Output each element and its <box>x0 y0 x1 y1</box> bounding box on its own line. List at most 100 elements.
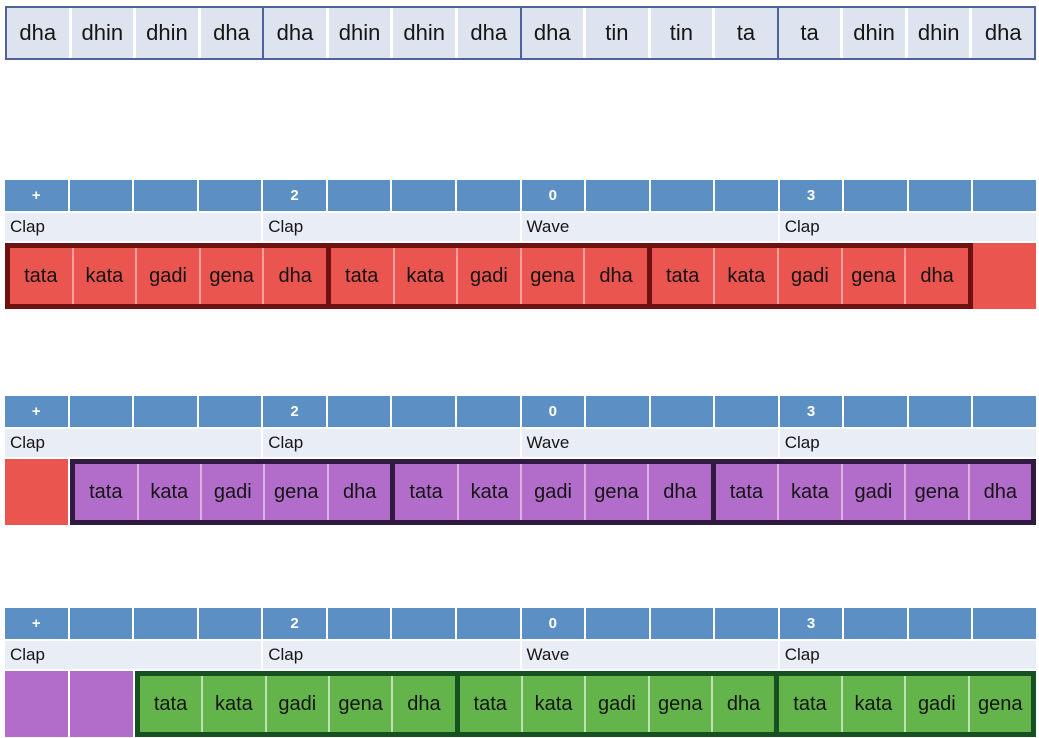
beat-marker-cell: 2 <box>263 608 326 639</box>
syllable-cell: tata <box>139 676 204 732</box>
theka-syllable-cell: dhin <box>71 8 134 58</box>
beat-cell-empty <box>844 180 907 211</box>
phrase-group: tata kata gadi gena dha <box>134 671 460 737</box>
beat-cell-empty <box>456 608 520 639</box>
carryover-cell <box>5 671 68 737</box>
syllable-cell: gadi <box>906 676 970 732</box>
theka-syllable-cell: dha <box>972 8 1034 58</box>
beat-cell-empty <box>456 180 520 211</box>
syllable-cell: gadi <box>202 464 266 520</box>
beat-cell-empty <box>908 396 972 427</box>
phrase-group: tata kata gadi gena dha <box>395 459 716 525</box>
beat-cell-empty <box>844 608 907 639</box>
theka-syllable-cell: tin <box>650 8 713 58</box>
beat-cell-empty <box>198 608 262 639</box>
beat-cell-empty <box>586 180 649 211</box>
beat-cell-empty <box>69 180 133 211</box>
beat-cell-empty <box>973 180 1036 211</box>
beat-marker-cell: 2 <box>263 180 326 211</box>
carryover-cell <box>69 671 133 737</box>
theka-syllable-cell: dhin <box>136 8 198 58</box>
clap-wave-label: Clap <box>5 429 262 457</box>
clap-wave-label: Clap <box>779 641 1036 669</box>
syllable-cell: gena <box>329 676 394 732</box>
phrase-group: tata kata gadi gena dha <box>5 243 331 309</box>
theka-syllable-cell: dhin <box>328 8 391 58</box>
syllable-cell: gadi <box>266 676 330 732</box>
beat-group: dha dhin dhin dha <box>7 8 265 58</box>
clap-wave-row: Clap Clap Wave Clap <box>5 429 1036 457</box>
beat-marker-cell: 0 <box>521 396 585 427</box>
syllable-cell: gena <box>200 248 265 304</box>
syllable-row: tata kata gadi gena dha tata kata gadi gena dha ta… <box>5 459 1036 525</box>
beat-cell-empty <box>456 396 520 427</box>
clap-wave-label: Wave <box>521 213 778 241</box>
clap-wave-label: Clap <box>779 429 1036 457</box>
phrase-group: tata kata gadi gena dha <box>459 671 780 737</box>
syllable-cell: dha <box>585 248 647 304</box>
beat-cell-empty <box>650 608 714 639</box>
clap-wave-row: Clap Clap Wave Clap <box>5 641 1036 669</box>
syllable-cell: gadi <box>586 676 650 732</box>
syllable-cell: gadi <box>137 248 201 304</box>
syllable-row: tata kata gadi gena dha tata kata gadi gena dha ta… <box>5 671 1036 737</box>
theka-syllable-cell: dha <box>200 8 263 58</box>
theka-syllable-cell: dha <box>457 8 520 58</box>
beat-cell-empty <box>392 180 455 211</box>
beat-cell-empty <box>715 396 778 427</box>
syllable-cell: gena <box>585 464 650 520</box>
phrase-group: tata kata gadi gena dha <box>330 243 652 309</box>
beat-cell-empty <box>327 396 391 427</box>
syllable-cell: kata <box>779 464 843 520</box>
beat-group: dha dhin dhin dha <box>264 8 522 58</box>
beat-cell-empty <box>650 396 714 427</box>
syllable-cell: gadi <box>458 248 522 304</box>
syllable-cell: tata <box>395 464 459 520</box>
beat-marker-row: +2 0 3 <box>5 396 1036 427</box>
theka-syllable-cell: dha <box>264 8 326 58</box>
theka-syllable-cell: dhin <box>843 8 905 58</box>
clap-wave-label: Clap <box>5 641 262 669</box>
syllable-cell: dha <box>906 248 968 304</box>
syllable-cell: dha <box>712 676 775 732</box>
phrase-cycle-3: +2 0 3 Clap Clap Wave Clap tata kata gadi gena dha t… <box>5 608 1036 737</box>
syllable-cell: tata <box>10 248 74 304</box>
phrase-group: tata kata gadi gena dha <box>715 459 1036 525</box>
syllable-cell: tata <box>651 248 716 304</box>
beat-cell-empty <box>392 396 455 427</box>
beat-cell-empty <box>715 608 778 639</box>
theka-syllable-cell: ta <box>778 8 841 58</box>
beat-group: ta dhin dhin dha <box>778 8 1034 58</box>
beat-cell-empty <box>392 608 455 639</box>
theka-syllable-cell: dha <box>7 8 69 58</box>
syllable-cell: kata <box>842 676 907 732</box>
syllable-cell: gena <box>265 464 329 520</box>
phrase-group: tata kata gadi gena dha <box>70 459 396 525</box>
beat-cell-empty <box>586 396 649 427</box>
phrase-group: tata kata gadi gena dha <box>651 243 973 309</box>
theka-syllable-cell: tin <box>586 8 648 58</box>
beat-cell-empty <box>327 180 391 211</box>
theka-syllable-cell: dha <box>521 8 584 58</box>
beat-cell-empty <box>198 396 262 427</box>
beat-cell-empty <box>134 608 197 639</box>
syllable-cell: dha <box>969 464 1032 520</box>
overflow-cell <box>972 243 1036 309</box>
phrase-cycle-2: +2 0 3 Clap Clap Wave Clap tata kata gadi gena dha t… <box>5 396 1036 525</box>
beat-cell-empty <box>908 180 972 211</box>
syllable-cell: tata <box>330 248 395 304</box>
clap-wave-row: Clap Clap Wave Clap <box>5 213 1036 241</box>
clap-wave-label: Clap <box>263 213 520 241</box>
beat-group: dha tin tin ta <box>521 8 779 58</box>
syllable-cell: kata <box>715 248 780 304</box>
syllable-cell: kata <box>73 248 138 304</box>
syllable-cell: gena <box>906 464 970 520</box>
clap-wave-label: Clap <box>779 213 1036 241</box>
beat-cell-empty <box>327 608 391 639</box>
syllable-cell: gadi <box>522 464 586 520</box>
beat-marker-cell: 3 <box>779 608 843 639</box>
syllable-cell: dha <box>393 676 455 732</box>
syllable-cell: dha <box>328 464 391 520</box>
syllable-cell: gadi <box>842 464 907 520</box>
